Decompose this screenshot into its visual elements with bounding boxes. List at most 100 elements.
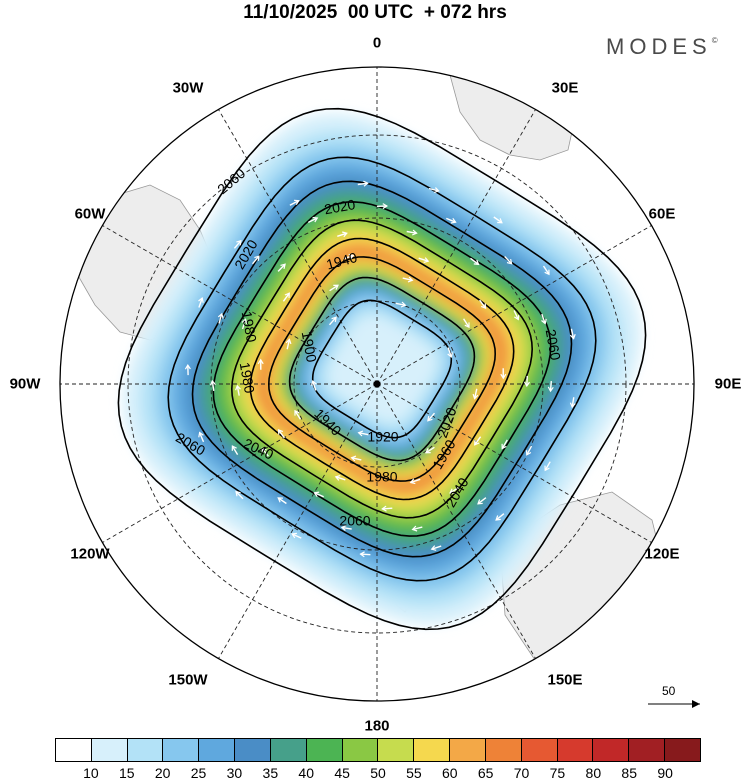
streamline-arrow [395, 301, 407, 308]
meridian-line [376, 109, 536, 385]
streamline-arrow [198, 431, 205, 443]
streamline-arrow [184, 363, 191, 376]
streamline-arrow [307, 216, 319, 224]
streamline-arrow [541, 313, 547, 325]
streamline-arrow [251, 255, 260, 265]
streamline-arrow [328, 316, 337, 326]
streamline-arrow [504, 256, 513, 265]
height-contour [267, 256, 497, 482]
longitude-label: 30W [172, 79, 204, 97]
colorbar-tick-label: 75 [549, 765, 566, 781]
streamline-arrow [233, 239, 242, 249]
streamline-arrow [479, 299, 487, 310]
streamline-arrow [418, 257, 430, 263]
streamline-arrow [313, 491, 324, 498]
meridian-line [376, 383, 536, 659]
streamline-arrow [231, 445, 239, 455]
streamline-arrow [337, 231, 348, 238]
height-contour [288, 276, 476, 462]
colorbar-tick-label: 60 [441, 765, 458, 781]
streamline-arrow [409, 478, 421, 485]
reference-vector-arrow [648, 700, 700, 708]
streamline-arrow [500, 368, 507, 380]
streamline-arrow [277, 497, 287, 505]
colorbar-swatch [91, 739, 128, 761]
streamline-arrow [402, 276, 414, 283]
streamline-arrow [357, 430, 369, 437]
colorbar-tick-label: 35 [262, 765, 279, 781]
colorbar-swatch [306, 739, 343, 761]
streamline-arrow [428, 187, 440, 193]
wind-streamlines [184, 180, 576, 558]
streamline-arrow [477, 497, 487, 505]
height-contour [191, 180, 573, 558]
reference-vector-label: 50 [662, 684, 676, 698]
streamline-arrow [513, 310, 520, 321]
meridian-line [102, 225, 378, 385]
streamline-arrow [340, 525, 352, 531]
colorbar [55, 738, 701, 762]
colorbar-swatch [56, 739, 92, 761]
colorbar-tick-label: 25 [190, 765, 207, 781]
streamline-arrow [282, 292, 290, 302]
south-pole-marker [373, 380, 381, 388]
colorbar-swatch [270, 739, 307, 761]
streamline-arrow [217, 312, 224, 324]
longitude-label: 60E [648, 205, 676, 223]
streamline-arrow [406, 229, 418, 236]
colorbar-tick-label: 70 [513, 765, 530, 781]
colorbar-swatch [378, 739, 415, 761]
streamline-arrow [289, 199, 300, 206]
streamline-arrow [411, 525, 423, 532]
contour-label: 1980 [366, 469, 397, 485]
copyright-mark: © [711, 36, 718, 45]
colorbar-tick-label: 90 [657, 765, 673, 781]
streamline-arrow [427, 412, 436, 422]
longitude-label: 150W [168, 671, 208, 689]
longitude-label: 0 [372, 34, 382, 52]
streamline-arrow [495, 513, 505, 521]
streamline-arrow [285, 338, 292, 350]
height-contour [167, 156, 597, 582]
streamline-arrow [547, 381, 554, 393]
colorbar-tick-label: 55 [406, 765, 422, 781]
colorbar-tick-label: 20 [154, 765, 171, 781]
colorbar-swatch [342, 739, 379, 761]
streamline-arrow [261, 447, 269, 457]
map-title: 11/10/2025 00 UTC + 072 hrs [243, 2, 507, 23]
wind-speed-shading [122, 113, 642, 625]
colorbar-tick-label: 80 [585, 765, 602, 781]
longitude-label: 180 [364, 717, 390, 735]
colorbar-tick-label: 65 [477, 765, 494, 781]
streamline-arrow [569, 397, 576, 409]
streamline-arrow [569, 328, 576, 340]
height-contour [249, 237, 515, 501]
streamline-arrow [501, 439, 508, 450]
meridian-line [376, 225, 652, 385]
contour-label: 1900 [299, 330, 320, 364]
streamline-arrow [493, 216, 503, 224]
streamline-arrow [472, 388, 479, 400]
colorbar-swatch [450, 739, 486, 761]
colorbar-swatch [485, 739, 522, 761]
streamline-arrow [329, 284, 339, 292]
contour-label: 2060 [339, 513, 370, 529]
streamline-arrow [425, 446, 435, 454]
meridian-line [218, 383, 378, 659]
height-contour [311, 299, 453, 439]
streamline-arrow [209, 379, 216, 391]
streamline-arrow [449, 487, 459, 494]
colorbar-tick-label: 40 [298, 765, 315, 781]
contour-label: 2060 [543, 328, 564, 362]
longitude-label: 150E [547, 671, 583, 689]
streamline-arrow [334, 475, 346, 481]
brand-text: MODES [606, 34, 712, 59]
contour-label: 1980 [237, 361, 258, 395]
longitude-label: 30E [551, 79, 579, 97]
meridian-line [102, 383, 378, 543]
streamline-arrow [523, 375, 530, 388]
longitude-label: 120E [644, 545, 680, 563]
streamline-arrow [311, 380, 317, 391]
streamline-arrow [463, 318, 470, 329]
streamline-arrow [198, 297, 204, 308]
